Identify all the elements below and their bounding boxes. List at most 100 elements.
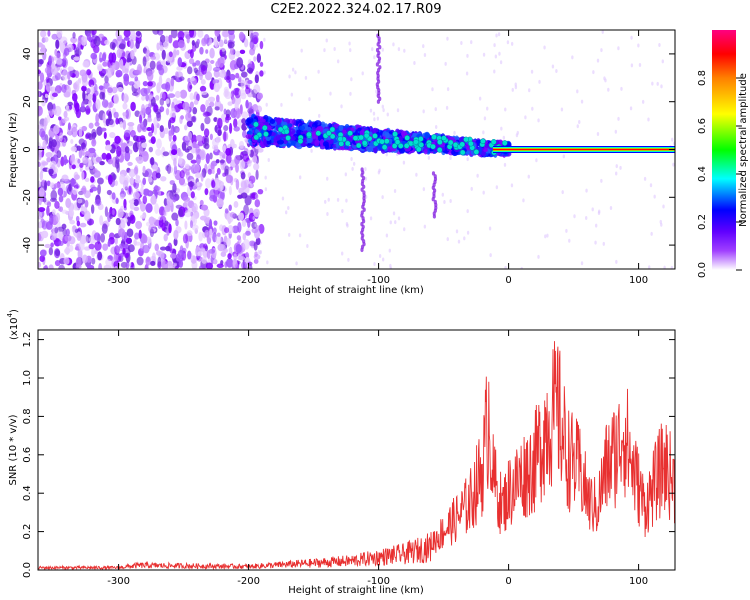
noise-dot [241,118,247,124]
noise-dot [213,82,221,93]
faint-dot [617,46,620,51]
noise-dot [199,46,204,55]
faint-dot [601,30,604,34]
noise-dot [250,193,257,200]
faint-dot [648,265,651,269]
noise-dot [247,149,251,155]
noise-dot [145,49,151,57]
faint-dot [381,257,385,262]
faint-dot [373,262,376,267]
faint-dot [257,249,261,254]
faint-dot [466,230,470,235]
noise-dot [249,48,255,56]
echo-peak-dot [383,138,390,144]
noise-dot [124,146,130,154]
noise-dot [104,75,109,84]
noise-dot [119,243,125,249]
noise-dot [138,145,144,156]
noise-dot [163,127,169,135]
echo-dot [269,118,276,125]
faint-dot [602,241,605,246]
faint-dot [643,176,647,181]
noise-dot [253,36,258,45]
noise-dot [182,31,190,36]
noise-dot [151,170,158,181]
spectrogram-y-tick-label: -20 [22,189,33,205]
echo-peak-dot [467,140,474,147]
snr-y-tick-label: 1.0 [22,370,33,386]
noise-dot [157,256,162,268]
noise-dot [128,199,135,204]
noise-dot [38,59,44,65]
noise-dot [161,59,166,66]
noise-dot [169,253,177,259]
noise-dot [81,85,87,92]
noise-dot [142,234,148,244]
noise-dot [127,244,135,253]
noise-dot [223,125,229,132]
echo-peak-dot [329,133,336,140]
noise-dot [150,156,155,166]
noise-dot [116,36,122,42]
noise-dot [123,179,129,191]
noise-dot [235,72,240,79]
faint-dot [528,88,531,93]
noise-dot [224,208,229,214]
faint-dot [662,204,665,209]
noise-dot [94,199,102,207]
noise-dot [149,228,155,238]
noise-dot [186,230,193,237]
faint-dot [482,190,485,195]
noise-dot [133,199,139,207]
echo-peak-dot [431,134,437,140]
noise-dot [224,227,230,234]
noise-dot [61,209,68,214]
noise-dot [238,77,242,83]
noise-dot [133,69,141,75]
noise-dot [67,79,73,86]
faint-dot [614,171,618,176]
noise-dot [65,104,69,111]
noise-dot [146,126,152,132]
noise-dot [209,133,213,141]
echo-peak-dot [363,132,370,139]
noise-dot [142,81,148,87]
noise-dot [73,99,78,109]
snr-y-tick-label: 1.2 [22,332,33,348]
noise-dot [112,42,116,49]
faint-dot [651,81,654,86]
faint-dot [327,197,330,202]
snr-y-label: SNR (10 * v/v) [8,414,19,485]
noise-dot [219,159,225,164]
noise-dot [254,251,258,258]
faint-dot [527,174,530,179]
noise-dot [253,241,258,251]
noise-dot [40,230,49,239]
noise-dot [236,57,244,69]
noise-dot [198,231,203,242]
noise-dot [201,257,208,264]
noise-dot [50,61,56,69]
noise-dot [105,139,111,147]
noise-dot [71,164,76,170]
faint-dot [488,226,492,231]
noise-dot [206,250,211,260]
noise-dot [58,240,64,246]
noise-dot [156,112,162,122]
noise-dot [186,152,194,161]
faint-dot [381,195,384,200]
noise-dot [242,153,250,163]
echo-peak-dot [337,136,344,142]
noise-dot [107,159,114,165]
noise-dot [251,227,259,234]
noise-dot [97,65,103,72]
noise-dot [184,163,190,170]
faint-dot [482,52,486,57]
faint-dot [340,251,344,256]
noise-dot [252,155,258,163]
noise-dot [142,177,147,186]
noise-dot [134,76,139,82]
noise-dot [44,180,48,191]
noise-dot [170,107,176,118]
noise-dot [213,258,218,265]
